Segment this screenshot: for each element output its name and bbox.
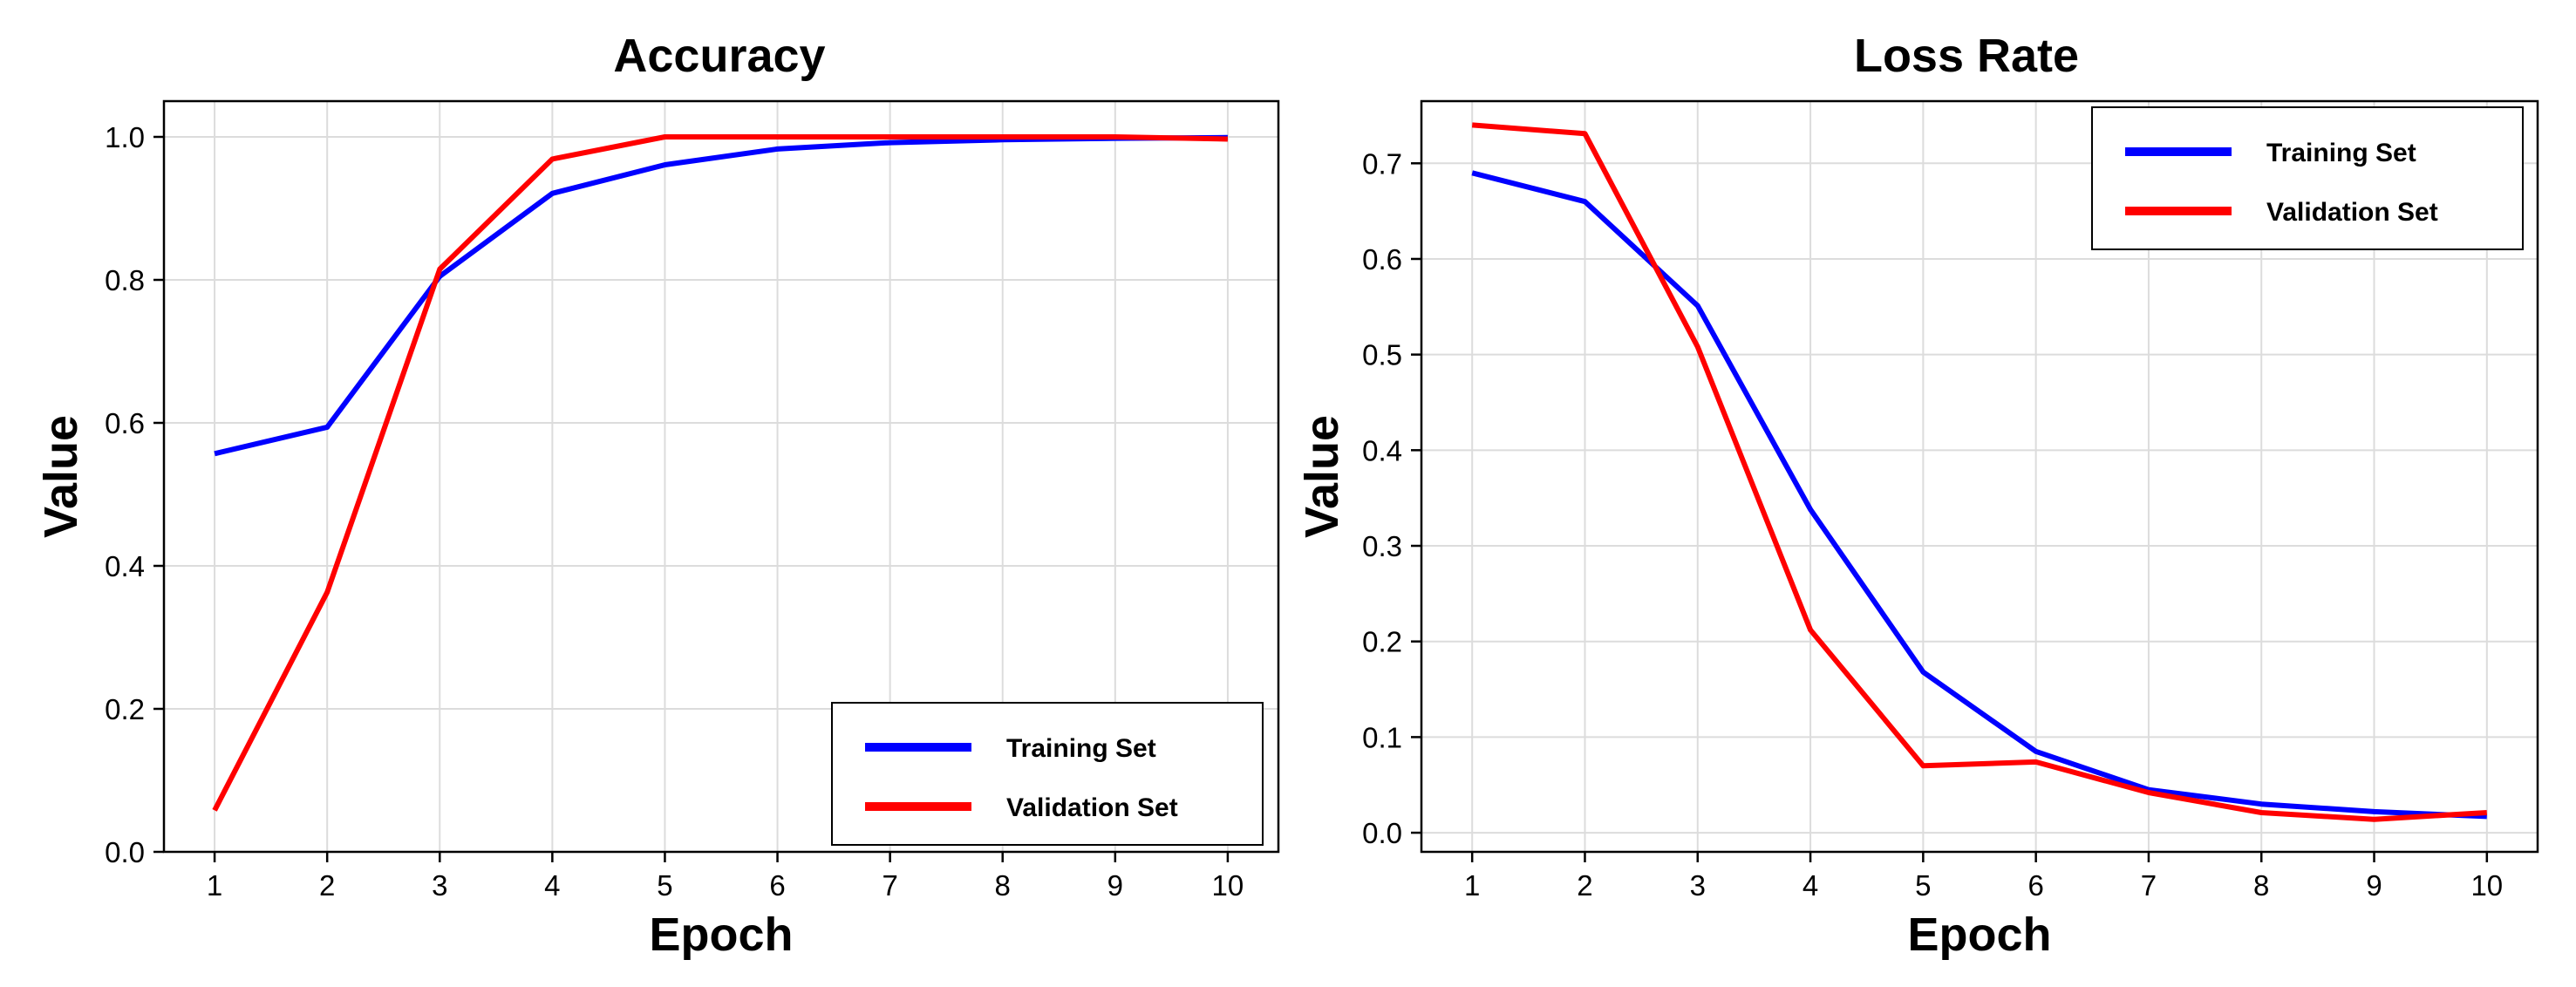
x-tick-label: 3	[1690, 869, 1706, 902]
x-tick-label: 6	[2027, 869, 2043, 902]
x-axis-label: Epoch	[649, 909, 793, 961]
x-tick-label: 1	[1464, 869, 1480, 902]
y-axis-label: Value	[1296, 415, 1348, 538]
legend-box	[831, 702, 1264, 846]
x-tick-label: 2	[319, 869, 335, 902]
y-tick-label: 0.0	[1362, 817, 1402, 849]
y-tick-label: 0.2	[105, 693, 145, 725]
x-tick-label: 1	[207, 869, 222, 902]
y-tick-label: 0.1	[1362, 721, 1402, 753]
legend-label: Validation Set	[2266, 198, 2438, 227]
y-tick-label: 0.7	[1362, 147, 1402, 180]
x-tick-label: 7	[882, 869, 897, 902]
legend: Training Set Validation Set	[831, 702, 1264, 846]
x-tick-label: 5	[1915, 869, 1931, 902]
y-tick-label: 0.4	[105, 550, 145, 582]
y-tick-label: 0.4	[1362, 434, 1402, 466]
y-tick-label: 0.0	[105, 836, 145, 868]
x-tick-label: 8	[995, 869, 1011, 902]
y-tick-label: 0.2	[1362, 626, 1402, 658]
series-line-validation-set	[1471, 122, 2487, 822]
y-tick-label: 0.6	[1362, 243, 1402, 276]
loss-rate-chart: Loss Rate 0.0 0.1 0.2 0.3 0.4 0.5 0.6 0.7 1 2 3 4 5 6 7…	[1296, 30, 2539, 961]
x-tick-label: 4	[544, 869, 560, 902]
x-tick-label: 8	[2253, 869, 2269, 902]
plot-frame	[162, 99, 1280, 854]
x-tick-label: 2	[1577, 869, 1592, 902]
y-tick-label: 0.6	[105, 407, 145, 439]
chart-title: Accuracy	[613, 30, 825, 82]
plot-frame	[1420, 99, 2539, 854]
y-tick-label: 0.5	[1362, 339, 1402, 371]
x-tick-label: 7	[2141, 869, 2157, 902]
legend: Training Set Validation Set	[2091, 106, 2524, 250]
y-tick-label: 0.3	[1362, 530, 1402, 562]
x-tick-label: 10	[1212, 869, 1244, 902]
x-tick-label: 6	[769, 869, 785, 902]
legend-label: Training Set	[2266, 139, 2416, 167]
x-tick-label: 4	[1803, 869, 1818, 902]
legend-label: Training Set	[1006, 734, 1156, 763]
series-line-training-set	[214, 134, 1228, 457]
x-tick-label: 5	[657, 869, 672, 902]
y-tick-label: 0.8	[105, 264, 145, 296]
series-line-validation-set	[212, 134, 1228, 812]
series-line-training-set	[1471, 170, 2487, 820]
chart-title: Loss Rate	[1854, 30, 2079, 82]
legend-box	[2091, 106, 2524, 250]
y-axis-label: Value	[35, 415, 87, 538]
x-tick-label: 9	[1107, 869, 1123, 902]
x-axis-label: Epoch	[1907, 909, 2051, 961]
accuracy-chart: Accuracy 0.0 0.2 0.4 0.6 0.8 1.0 1 2 3 4 5 6 7 8 9 10 Epo…	[35, 30, 1280, 961]
legend-label: Validation Set	[1006, 793, 1178, 822]
y-tick-label: 1.0	[105, 121, 145, 153]
x-tick-label: 9	[2366, 869, 2382, 902]
x-tick-label: 3	[432, 869, 447, 902]
x-tick-label: 10	[2470, 869, 2503, 902]
